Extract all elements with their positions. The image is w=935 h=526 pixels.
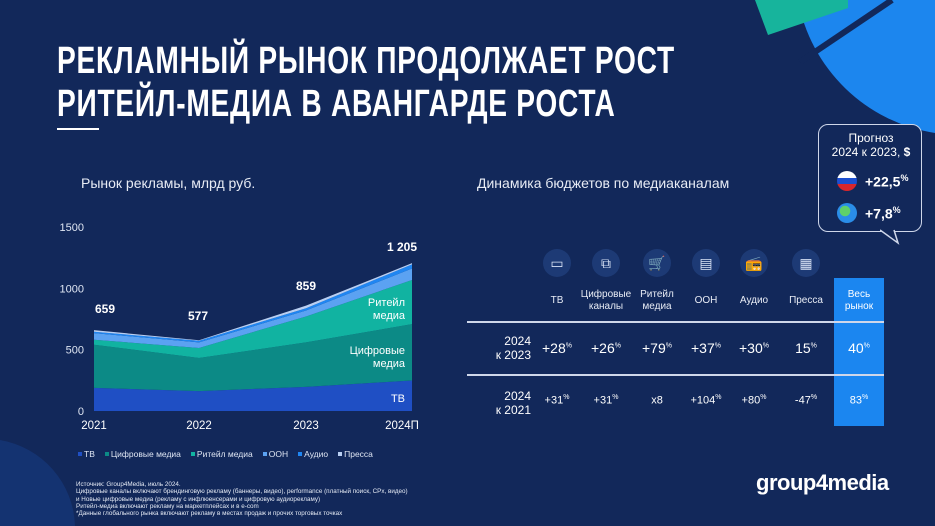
column-header: ТВ [550,295,564,306]
footnote-line: Источник: Group4Media, июль 2024. [76,481,181,488]
forecast-world: +7,8% [837,203,901,223]
legend-item: Цифровые медиа [104,449,181,459]
row-divider [467,321,884,323]
decor-circle-bottom [0,440,75,526]
decor-circle [798,0,935,133]
area-3 [94,268,412,348]
table-cell: +31% [593,394,619,407]
forecast-russia: +22,5% [837,171,908,191]
x-tick-label: 2022 [186,420,212,432]
billboard-icon: ▤ [692,249,720,277]
y-tick-label: 1000 [60,283,84,295]
column-header: Весь рынок [844,289,874,312]
title-line-2: РИТЕЙЛ-МЕДИА В АВАНГАРДЕ РОСТА [57,83,616,125]
y-tick-label: 0 [78,406,84,418]
legend-item: ТВ [78,449,95,459]
area-label: медиа [373,358,406,370]
area-2 [94,279,412,359]
chart-legend: ТВ Цифровые медиа Ритейл медиа OOH Аудио Прес… [78,449,373,459]
forecast-pointer [880,229,900,245]
russia-flag-icon [837,171,857,191]
table-cell: +30% [739,340,769,356]
column-header: Пресса [789,295,823,306]
row-label: 2024 к 2021 [495,389,531,417]
legend-swatch [78,452,82,456]
table-subtitle: Динамика бюджетов по медиаканалам [477,175,730,191]
forecast-box: Прогноз 2024 к 2023, $ +22,5% +7,8% [818,124,922,232]
footnotes: Источник: Group4Media, июль 2024. Цифровы… [76,481,408,517]
table-cell: +104% [690,394,722,407]
legend-item: Аудио [298,449,328,459]
table-cell: +28% [542,340,572,356]
footnote-line: и Новые цифровые медиа (рекламу с инфлюе… [76,495,321,503]
radio-icon: 📻 [740,249,768,277]
total-label: 1 205 [387,240,417,254]
title-line-1: РЕКЛАМНЫЙ РЫНОК ПРОДОЛЖАЕТ РОСТ [57,40,675,82]
forecast-label: Прогноз 2024 к 2023, $ [831,131,911,159]
group4media-logo: group4media [756,470,889,495]
column-header: OOH [694,295,718,306]
legend-swatch [104,452,109,456]
legend-item: Ритейл медиа [190,449,253,459]
footnote-line: Ритейл-медиа включают рекламу на маркетп… [76,502,259,510]
title-underline [57,128,99,130]
table-cell: +26% [591,340,621,356]
area-label: Ритейл [368,297,405,309]
area-label: ТВ [391,393,405,405]
legend-item: Пресса [338,449,373,459]
table-cell: x8 [651,394,663,407]
row-label: 2024 к 2023 [495,334,531,362]
newspaper-icon: ▦ [792,249,820,277]
total-label: 659 [95,302,115,316]
total-market-highlight [834,278,884,426]
page-title: РЕКЛАМНЫЙ РЫНОК ПРОДОЛЖАЕТ РОСТ РИТЕЙЛ-М… [57,40,675,126]
column-header: Аудио [739,295,769,306]
table-cell: +80% [741,394,767,407]
legend-swatch [298,452,303,456]
y-tick-label: 1500 [60,222,84,234]
footnote-line: Цифровые каналы включают брендинговую ре… [76,488,408,496]
footnote-line: *Данные глобального рынка включают рекла… [76,510,343,518]
table-cell: 15% [795,340,817,356]
area-label: медиа [373,310,406,322]
decor-line [798,0,894,65]
column-header: Цифровые каналы [580,289,632,312]
browser-cursor-icon: ⧉ [592,249,620,277]
x-tick-label: 2024П [385,420,419,432]
total-label: 577 [188,309,208,323]
table-cell: 40% [848,340,870,356]
legend-item: OOH [262,449,288,459]
row-divider [467,374,884,376]
globe-icon [837,203,857,223]
table-cell: -47% [794,394,818,407]
column-header: Ритейл медиа [640,289,674,312]
x-tick-label: 2023 [293,420,319,432]
table-cell: +37% [691,340,721,356]
shopping-cart-icon: 🛒 [643,249,671,277]
tv-icon: ▭ [543,249,571,277]
legend-swatch [338,452,343,456]
legend-swatch [190,452,195,456]
area-0 [94,380,412,411]
chart-subtitle: Рынок рекламы, млрд руб. [81,175,256,191]
x-tick-label: 2021 [81,420,107,432]
table-cell: +79% [642,340,672,356]
y-tick-label: 500 [66,345,84,357]
area-1 [94,324,412,392]
table-cell: 83% [849,394,869,407]
decor-teal-shape [755,0,848,35]
legend-swatch [262,452,267,456]
area-label: Цифровые [350,345,405,357]
table-cell: +31% [544,394,570,407]
area-4 [94,264,412,343]
total-label: 859 [296,279,316,293]
